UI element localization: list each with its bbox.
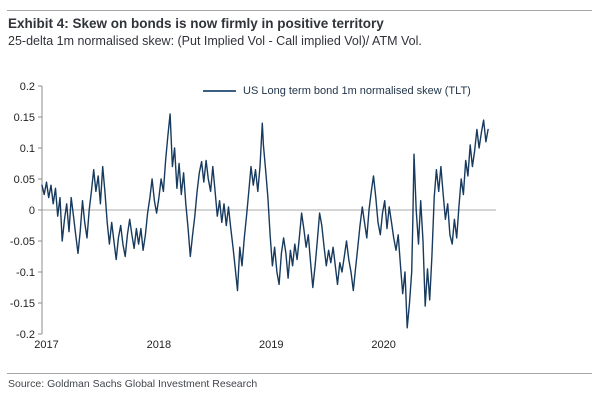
chart-legend: US Long term bond 1m normalised skew (TL… (203, 84, 471, 98)
y-tick-label: 0.1 (20, 143, 35, 155)
x-tick-label: 2020 (371, 339, 395, 351)
y-tick-label: 0 (29, 205, 35, 217)
exhibit-title: Exhibit 4: Skew on bonds is now firmly i… (8, 16, 384, 31)
x-tick-label: 2019 (259, 339, 283, 351)
x-tick-label: 2017 (34, 339, 58, 351)
y-tick-label: 0.05 (14, 174, 35, 186)
y-tick-label: -0.1 (16, 267, 35, 279)
source-note: Source: Goldman Sachs Global Investment … (8, 378, 258, 390)
bottom-divider (7, 373, 592, 374)
y-tick-label: -0.05 (10, 236, 35, 248)
series-line (41, 113, 489, 329)
x-tick-label: 2018 (147, 339, 171, 351)
top-divider (7, 10, 592, 11)
y-tick-label: 0.2 (20, 81, 35, 93)
exhibit-subtitle: 25-delta 1m normalised skew: (Put Implie… (8, 34, 422, 48)
y-tick-label: -0.2 (16, 329, 35, 341)
y-tick-label: 0.15 (14, 112, 35, 124)
legend-label: US Long term bond 1m normalised skew (TL… (243, 85, 471, 97)
y-tick-label: -0.15 (10, 298, 35, 310)
legend-line-marker (203, 90, 236, 92)
